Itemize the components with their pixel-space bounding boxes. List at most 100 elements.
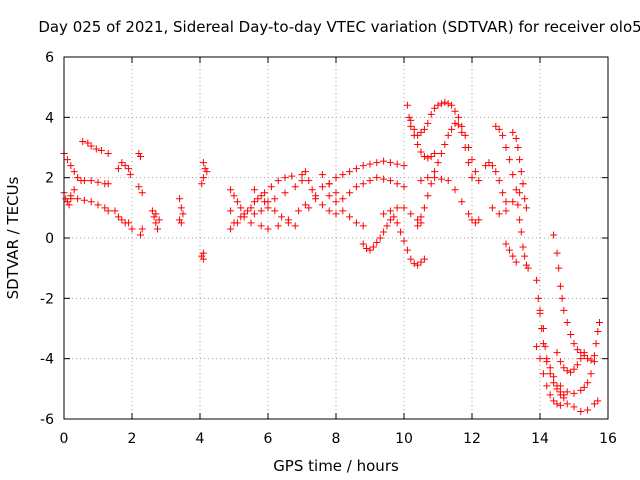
data-point bbox=[177, 219, 185, 227]
data-point bbox=[434, 159, 442, 167]
data-point bbox=[150, 213, 158, 221]
data-point bbox=[67, 192, 75, 200]
data-point bbox=[410, 125, 418, 133]
data-point bbox=[250, 198, 258, 206]
data-point bbox=[488, 204, 496, 212]
data-point bbox=[577, 407, 585, 415]
data-point bbox=[84, 139, 92, 147]
data-point bbox=[437, 150, 445, 158]
data-point bbox=[250, 210, 258, 218]
data-point bbox=[118, 216, 126, 224]
data-point bbox=[63, 156, 71, 164]
data-point bbox=[563, 318, 571, 326]
data-point bbox=[475, 177, 483, 185]
data-point bbox=[570, 365, 578, 373]
data-point bbox=[553, 249, 561, 257]
data-point bbox=[441, 140, 449, 148]
data-series bbox=[325, 192, 367, 230]
data-point bbox=[512, 258, 520, 266]
data-point bbox=[505, 246, 513, 254]
data-point bbox=[587, 370, 595, 378]
data-point bbox=[298, 177, 306, 185]
data-point bbox=[519, 243, 527, 251]
data-point bbox=[405, 113, 413, 121]
data-point bbox=[505, 156, 513, 164]
data-point bbox=[517, 168, 525, 176]
data-point bbox=[359, 162, 367, 170]
grid-layer bbox=[63, 56, 609, 420]
data-point bbox=[524, 264, 532, 272]
data-point bbox=[499, 189, 507, 197]
data-point bbox=[543, 382, 551, 390]
data-point bbox=[556, 282, 564, 290]
data-point bbox=[558, 294, 566, 302]
data-point bbox=[94, 178, 102, 186]
data-series bbox=[148, 207, 163, 233]
data-point bbox=[533, 276, 541, 284]
data-point bbox=[125, 165, 133, 173]
data-point bbox=[420, 255, 428, 263]
data-point bbox=[522, 204, 530, 212]
data-series bbox=[250, 186, 299, 230]
y-tick-label: 2 bbox=[45, 171, 54, 187]
data-point bbox=[271, 207, 279, 215]
data-point bbox=[135, 150, 143, 158]
data-point bbox=[556, 401, 564, 409]
data-point bbox=[386, 159, 394, 167]
data-point bbox=[570, 403, 578, 411]
data-point bbox=[281, 189, 289, 197]
data-point bbox=[298, 171, 306, 179]
chart-title: Day 025 of 2021, Sidereal Day-to-day VTE… bbox=[38, 18, 640, 36]
data-point bbox=[539, 340, 547, 348]
data-point bbox=[376, 234, 384, 242]
data-point bbox=[393, 160, 401, 168]
data-point bbox=[250, 186, 258, 194]
data-series bbox=[60, 186, 78, 209]
data-point bbox=[560, 394, 568, 402]
data-series bbox=[67, 192, 112, 215]
x-tick-label: 12 bbox=[463, 431, 481, 447]
data-point bbox=[274, 177, 282, 185]
data-point bbox=[444, 100, 452, 108]
data-point bbox=[516, 216, 524, 224]
data-point bbox=[148, 207, 156, 215]
data-point bbox=[550, 397, 558, 405]
data-point bbox=[261, 189, 269, 197]
data-point bbox=[386, 207, 394, 215]
data-point bbox=[301, 168, 309, 176]
x-tick-label: 14 bbox=[531, 431, 549, 447]
data-point bbox=[514, 144, 522, 151]
data-point bbox=[74, 174, 82, 182]
data-point bbox=[471, 168, 479, 176]
data-point bbox=[237, 204, 245, 212]
x-axis-label: GPS time / hours bbox=[273, 457, 399, 475]
data-point bbox=[325, 192, 333, 200]
data-point bbox=[441, 98, 449, 106]
data-point bbox=[227, 186, 235, 194]
data-point bbox=[380, 175, 388, 183]
data-point bbox=[94, 201, 102, 209]
data-point bbox=[281, 174, 289, 182]
data-series bbox=[403, 101, 439, 162]
data-point bbox=[284, 219, 292, 227]
data-point bbox=[137, 231, 144, 239]
plot-frame bbox=[63, 56, 609, 420]
data-point bbox=[199, 174, 207, 182]
data-point bbox=[233, 198, 241, 206]
data-point bbox=[536, 355, 544, 363]
data-point bbox=[502, 144, 510, 151]
data-point bbox=[427, 180, 435, 188]
data-point bbox=[339, 171, 347, 179]
data-point bbox=[138, 225, 146, 233]
data-point bbox=[584, 355, 592, 363]
data-point bbox=[550, 231, 558, 239]
data-point bbox=[594, 328, 602, 336]
data-point bbox=[420, 204, 428, 212]
data-point bbox=[87, 177, 95, 185]
data-point bbox=[135, 183, 143, 191]
data-point bbox=[79, 137, 87, 145]
data-point bbox=[254, 195, 262, 203]
data-point bbox=[400, 162, 408, 170]
data-point bbox=[590, 352, 598, 360]
data-series bbox=[417, 174, 483, 227]
